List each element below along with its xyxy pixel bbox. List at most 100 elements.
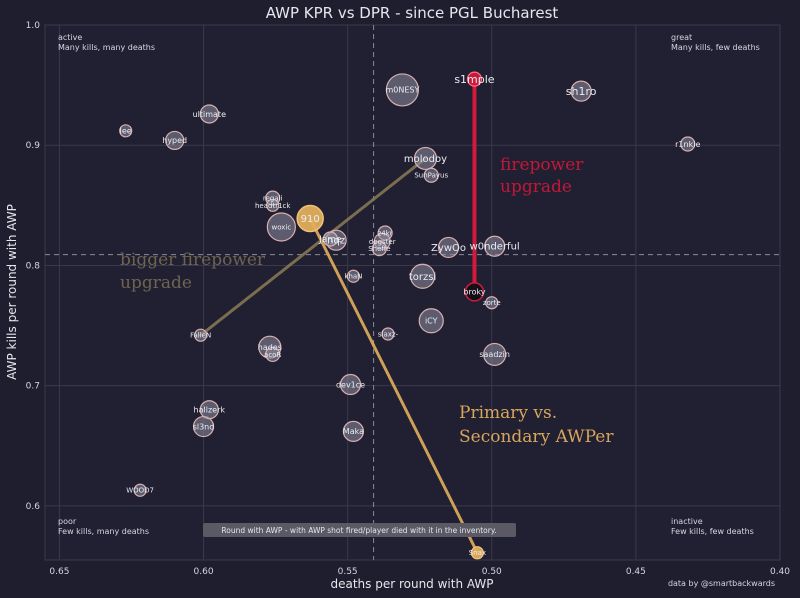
player-point-zorte bbox=[485, 296, 499, 310]
y-tick-label-3: 0.9 bbox=[26, 141, 41, 151]
player-label-sunpayus: SunPayus bbox=[414, 172, 448, 180]
player-point-ultimate bbox=[199, 104, 219, 124]
x-tick-label-1: 0.60 bbox=[194, 567, 214, 577]
player-label-zywoo: ZywOo bbox=[431, 243, 466, 254]
player-label-sheffe: Sheffe bbox=[368, 245, 390, 253]
plot-area bbox=[44, 24, 781, 561]
player-point-910 bbox=[296, 204, 324, 233]
player-bubbles bbox=[119, 71, 696, 560]
annotation-firepower-line2: upgrade bbox=[500, 177, 572, 197]
player-point-dev1ce bbox=[339, 373, 362, 396]
player-point-sl3nd bbox=[192, 415, 215, 438]
y-tick-label-4: 1.0 bbox=[26, 21, 41, 31]
player-label-sl3nd: sl3nd bbox=[193, 422, 215, 431]
x-tick-label-5: 0.40 bbox=[770, 567, 790, 577]
player-label-hades: hades bbox=[258, 343, 282, 352]
x-tick-label-4: 0.45 bbox=[626, 567, 646, 577]
x-tick-label-3: 0.50 bbox=[482, 567, 502, 577]
quadrant-bottom-left-title: poor bbox=[58, 517, 77, 526]
connector-line-olive bbox=[199, 156, 427, 337]
player-point-maka bbox=[342, 420, 365, 442]
player-point-broky bbox=[464, 282, 485, 302]
player-label-degster: degster bbox=[369, 238, 396, 246]
connector-line-gold bbox=[308, 217, 479, 555]
player-label-icy: iCY bbox=[425, 317, 438, 326]
player-point-slaxz- bbox=[381, 327, 395, 341]
quadrant-bottom-right-title: inactive bbox=[671, 517, 703, 526]
quadrant-bottom-left-desc: Few kills, many deaths bbox=[58, 527, 149, 536]
player-label-maka: Maka bbox=[343, 427, 364, 436]
player-label-khan: khaN bbox=[344, 273, 362, 281]
x-tick-label-2: 0.55 bbox=[338, 567, 358, 577]
player-point-sh1ro bbox=[570, 80, 592, 102]
player-label-acor: acoR bbox=[264, 351, 281, 359]
player-label-910: 910 bbox=[301, 214, 320, 225]
player-label-zorte: zorte bbox=[483, 299, 501, 307]
player-point-jame bbox=[322, 231, 338, 247]
player-point-acor bbox=[265, 346, 281, 363]
player-point-r1nkle bbox=[680, 136, 696, 152]
player-label-ultimate: ultimate bbox=[193, 110, 226, 119]
footnote: Round with AWP - with AWP shot fired/pla… bbox=[221, 526, 496, 535]
player-point-molodoy bbox=[413, 146, 438, 171]
y-tick-label-1: 0.7 bbox=[26, 382, 40, 392]
player-point-lee bbox=[119, 124, 133, 138]
player-point-torzsi bbox=[409, 263, 436, 289]
annotation-bigger-line1: bigger firepower bbox=[120, 250, 266, 270]
player-label-woxic: woxic bbox=[271, 223, 291, 231]
quadrant-top-right-title: great bbox=[671, 33, 692, 42]
player-label-r1nkle: r1nkle bbox=[675, 140, 700, 149]
player-label-wood7: WOOD7 bbox=[126, 487, 154, 495]
y-tick-label-2: 0.8 bbox=[26, 261, 41, 271]
reference-lines bbox=[45, 25, 780, 560]
player-label-jame: Jame bbox=[318, 235, 342, 245]
player-label-hallzerk: hallzerk bbox=[194, 406, 226, 415]
player-point-saadzin bbox=[483, 342, 507, 367]
annotation-bigger-line2: upgrade bbox=[120, 273, 192, 293]
player-point-hyped bbox=[165, 130, 185, 151]
player-point-snax bbox=[470, 546, 484, 560]
player-point-headtr1ck bbox=[266, 198, 280, 212]
player-label-z4kr: z4kr bbox=[378, 229, 393, 237]
player-label-m0nesy: m0NESY bbox=[385, 86, 419, 95]
y-axis-label: AWP kills per round with AWP bbox=[5, 204, 19, 380]
quadrant-bottom-right-desc: Few kills, few deaths bbox=[671, 527, 754, 536]
player-point-woxic bbox=[266, 212, 296, 242]
player-label-nqz: nqz bbox=[327, 236, 345, 247]
player-point-s1mple bbox=[466, 71, 483, 87]
player-label-hyped: hyped bbox=[162, 136, 187, 145]
player-label-slaxz-: slaxz- bbox=[378, 330, 399, 338]
annotation-firepower-line1: firepower bbox=[500, 155, 584, 175]
player-label-s1mple: s1mple bbox=[454, 73, 494, 86]
chart-title: AWP KPR vs DPR - since PGL Bucharest bbox=[266, 4, 559, 22]
player-point-khan bbox=[346, 269, 361, 283]
x-axis-label: deaths per round with AWP bbox=[330, 577, 493, 591]
annotation-primary-line1: Primary vs. bbox=[459, 403, 557, 423]
player-label-regali: regali bbox=[263, 195, 283, 203]
player-label-saadzin: saadzin bbox=[479, 350, 510, 359]
quadrant-top-left-title: active bbox=[58, 33, 82, 42]
axis-ticks: 0.65 0.60 0.55 0.50 0.45 0.40 0.6 0.7 0.8 0.9 1.0 bbox=[26, 21, 791, 577]
footnote-box bbox=[203, 523, 516, 537]
player-label-fallen: FalleN bbox=[190, 332, 211, 340]
player-point-sheffe bbox=[371, 241, 387, 257]
player-labels: s1mple sh1ro m0NESY ultimate lee hyped r1nkle m… bbox=[120, 73, 701, 557]
player-point-icy bbox=[418, 308, 444, 334]
player-label-molodoy: molodoy bbox=[404, 154, 447, 165]
y-tick-label-0: 0.6 bbox=[26, 502, 41, 512]
player-label-headtr1ck: headtr1ck bbox=[255, 202, 291, 210]
x-tick-label-0: 0.65 bbox=[49, 567, 69, 577]
player-point-m0nesy bbox=[385, 73, 420, 107]
player-label-broky: broky bbox=[463, 288, 485, 297]
player-point-w0nderful bbox=[484, 235, 506, 257]
quadrant-top-left-desc: Many kills, many deaths bbox=[58, 43, 155, 52]
player-label-torzsi: torzsi bbox=[409, 272, 436, 283]
quadrant-top-right-desc: Many kills, few deaths bbox=[671, 43, 760, 52]
player-point-sunpayus bbox=[423, 167, 439, 183]
upgrade-lines bbox=[199, 77, 479, 555]
player-label-snax: Snax bbox=[469, 549, 486, 557]
player-label-w0nderful: w0nderful bbox=[470, 242, 520, 253]
player-point-wood7 bbox=[133, 483, 147, 497]
player-label-sh1ro: sh1ro bbox=[566, 85, 597, 98]
